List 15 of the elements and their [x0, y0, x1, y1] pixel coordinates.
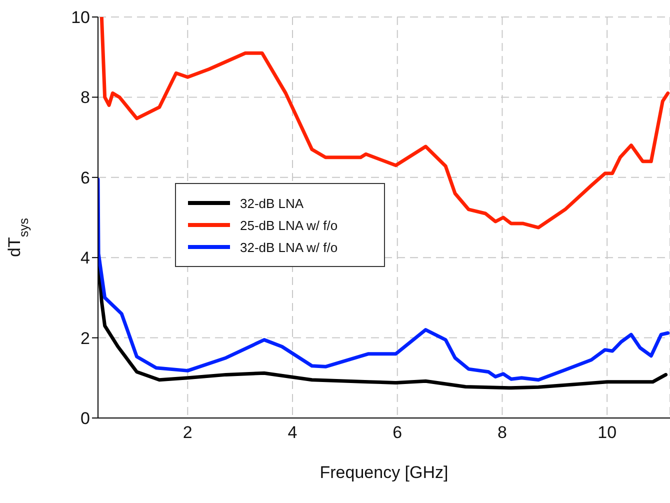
x-tick-label: 10: [598, 423, 617, 442]
y-tick-label: 10: [71, 8, 90, 28]
legend-label: 32-dB LNA w/ f/o: [240, 240, 338, 254]
y-tick-label: 2: [80, 328, 90, 348]
x-tick-label: 2: [182, 423, 192, 442]
legend-label: 25-dB LNA w/ f/o: [240, 218, 338, 232]
x-tick-label: 4: [288, 423, 298, 442]
y-tick-label: 6: [80, 168, 90, 188]
legend-label: 32-dB LNA: [240, 196, 304, 210]
y-tick-label: 0: [80, 409, 90, 428]
x-axis-title: Frequency [GHz]: [320, 463, 448, 482]
y-tick-label: 4: [80, 248, 90, 268]
y-tick-label: 8: [80, 88, 90, 108]
x-tick-label: 6: [392, 423, 402, 442]
x-tick-label: 8: [497, 423, 507, 442]
